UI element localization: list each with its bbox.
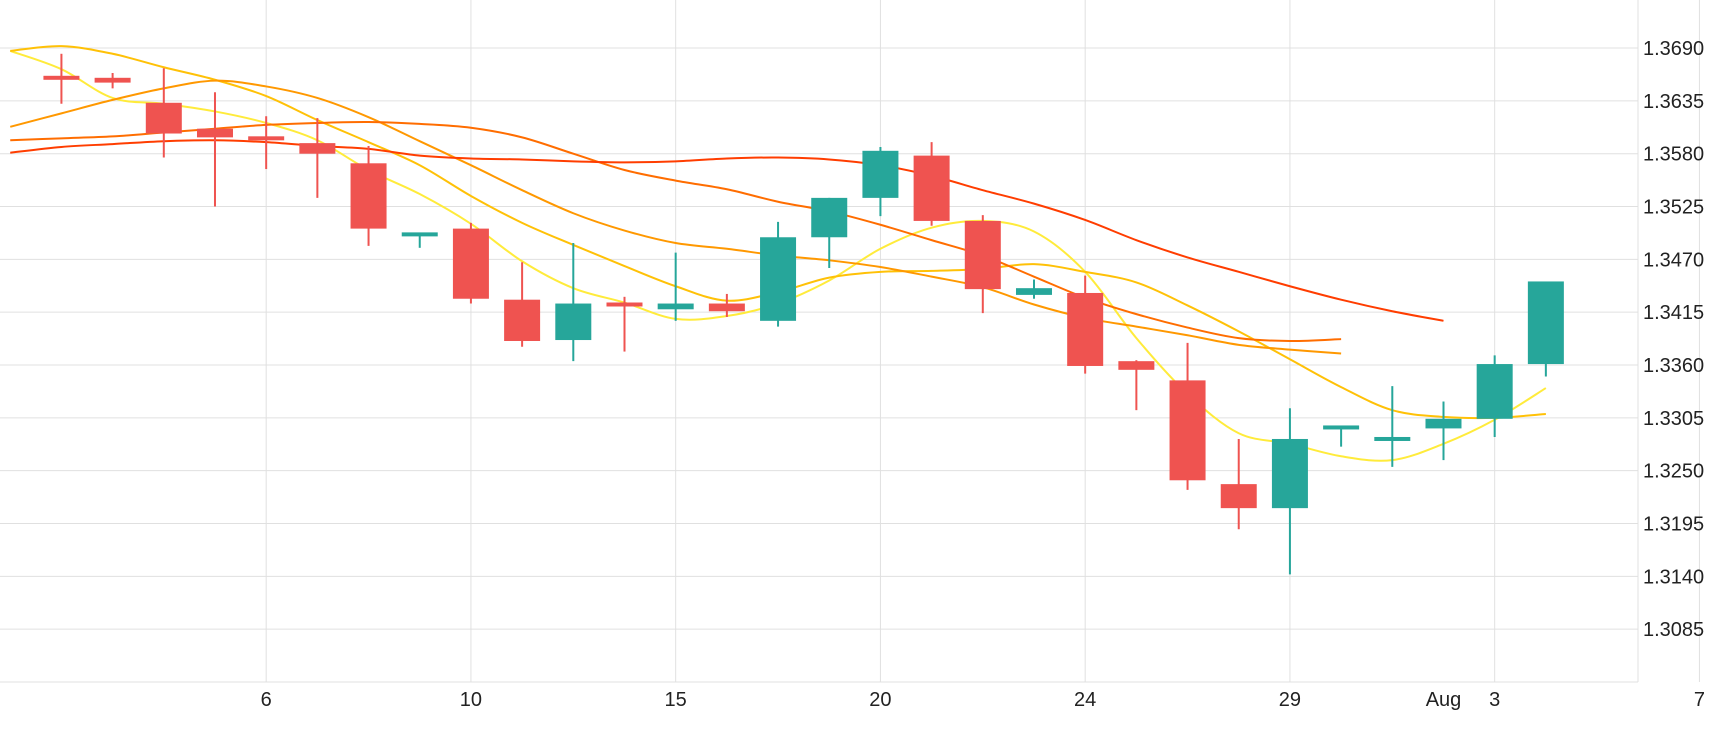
y-tick-label: 1.3415 <box>1643 302 1704 324</box>
axes: 1.3690 1.3635 1.3580 1.3525 1.3470 1.3415 1.33… <box>261 38 1705 711</box>
candle-down <box>913 142 950 226</box>
candle-body <box>452 228 489 299</box>
candle-body <box>94 77 131 83</box>
candle-body <box>1118 361 1155 370</box>
y-tick-label: 1.3525 <box>1643 197 1704 219</box>
candle-up <box>555 243 592 362</box>
candle-body <box>708 303 745 312</box>
candle-body <box>555 303 592 341</box>
candle-body <box>1169 380 1206 481</box>
y-tick-label: 1.3305 <box>1643 408 1704 430</box>
candle-up <box>1425 401 1462 461</box>
y-tick-label: 1.3250 <box>1643 461 1704 483</box>
candle-down <box>350 146 387 246</box>
candle-body <box>657 303 694 310</box>
candle-down <box>606 296 643 352</box>
candle-down <box>1220 438 1257 530</box>
y-tick-label: 1.3360 <box>1643 355 1704 377</box>
candle-body <box>1015 288 1052 295</box>
x-tick-label: 29 <box>1279 689 1301 711</box>
candles <box>43 53 1564 575</box>
candle-down <box>145 68 182 158</box>
candle-body <box>1476 364 1513 419</box>
x-tick-label: 7 <box>1694 689 1705 711</box>
candle-down <box>1118 360 1155 411</box>
candle-body <box>760 237 797 321</box>
y-tick-label: 1.3635 <box>1643 91 1704 113</box>
moving-average-line-5 <box>10 139 1444 322</box>
candle-down <box>964 215 1001 314</box>
y-tick-label: 1.3690 <box>1643 38 1704 60</box>
candle-up <box>1015 279 1052 299</box>
candle-down <box>94 73 131 89</box>
candle-body <box>811 197 848 238</box>
candle-down <box>43 53 80 104</box>
candle-body <box>1220 484 1257 509</box>
candle-body <box>145 102 182 134</box>
grid <box>0 0 1700 683</box>
candle-body <box>1425 418 1462 429</box>
candle-up <box>1374 386 1411 467</box>
candle-up <box>1271 408 1308 575</box>
x-tick-label: 24 <box>1074 689 1096 711</box>
candle-up <box>760 221 797 327</box>
candle-up <box>862 146 899 217</box>
x-tick-label: Aug <box>1426 689 1462 711</box>
candle-down <box>452 222 489 304</box>
candle-body <box>964 220 1001 290</box>
candle-body <box>299 143 336 154</box>
x-tick-label: 15 <box>665 689 687 711</box>
candle-down <box>248 116 285 170</box>
y-tick-label: 1.3195 <box>1643 514 1704 536</box>
candle-body <box>350 163 387 229</box>
candle-up <box>1527 281 1564 377</box>
candle-body <box>1374 436 1411 441</box>
candle-body <box>913 155 950 221</box>
candle-down <box>1067 275 1104 374</box>
candle-body <box>1527 281 1564 365</box>
y-tick-label: 1.3085 <box>1643 619 1704 641</box>
candle-up <box>1476 355 1513 438</box>
candle-body <box>196 128 233 138</box>
candle-body <box>862 150 899 198</box>
candle-down <box>708 293 745 317</box>
moving-average-line-4 <box>10 120 1342 343</box>
candle-down <box>196 92 233 207</box>
candle-body <box>1271 438 1308 509</box>
candle-body <box>248 136 285 141</box>
candle-down <box>504 262 541 347</box>
candle-body <box>43 75 80 80</box>
candle-body <box>1323 425 1360 430</box>
candle-down <box>299 118 336 198</box>
candle-up <box>1323 425 1360 447</box>
candle-body <box>401 232 438 237</box>
y-tick-label: 1.3470 <box>1643 249 1704 271</box>
moving-average-line-3 <box>9 79 1342 355</box>
y-tick-label: 1.3580 <box>1643 144 1704 166</box>
candle-down <box>1169 342 1206 490</box>
x-tick-label: 6 <box>261 689 272 711</box>
candle-body <box>1067 292 1104 366</box>
candle-body <box>504 299 541 341</box>
x-tick-label: 10 <box>460 689 482 711</box>
x-tick-label: 3 <box>1489 689 1500 711</box>
candle-up <box>401 232 438 248</box>
candle-body <box>606 302 643 307</box>
candle-up <box>657 252 694 321</box>
candle-up <box>811 197 848 268</box>
x-tick-label: 20 <box>869 689 891 711</box>
y-tick-label: 1.3140 <box>1643 566 1704 588</box>
